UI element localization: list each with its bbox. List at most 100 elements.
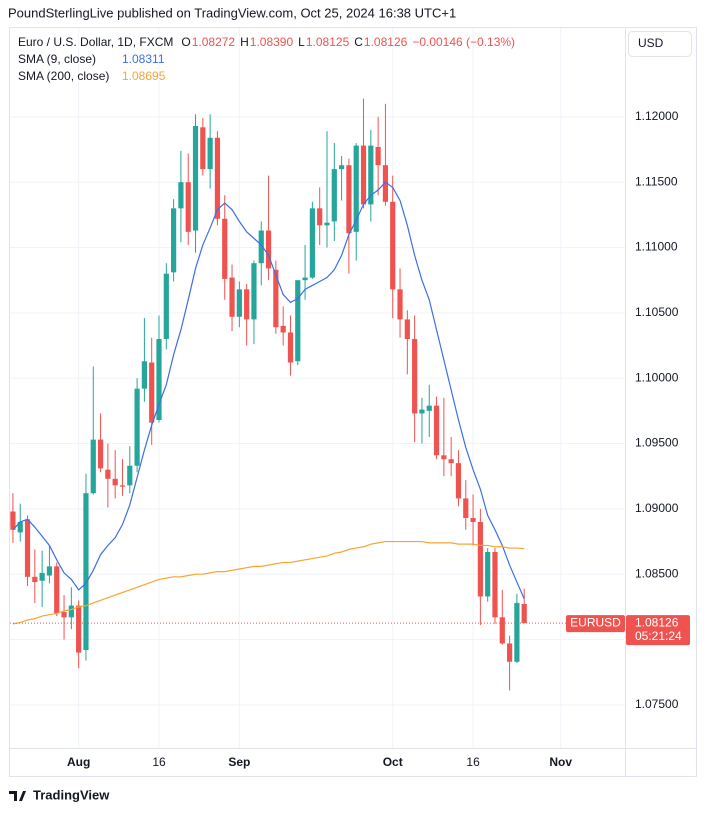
ohlc-key: O xyxy=(181,35,190,49)
candle-body xyxy=(265,230,272,269)
y-tick-label: 1.10500 xyxy=(635,305,679,319)
y-tick-label: 1.08500 xyxy=(635,566,679,580)
candle-body xyxy=(39,572,45,581)
candle-body xyxy=(171,208,177,273)
candle-body xyxy=(68,605,74,618)
candle-body xyxy=(200,127,206,170)
candle-body xyxy=(119,485,126,487)
candle-body xyxy=(448,459,454,464)
x-tick-label: Nov xyxy=(549,755,572,769)
x-tick-label: 16 xyxy=(152,755,166,769)
candle-body xyxy=(419,409,425,414)
candle-body xyxy=(317,208,323,226)
ohlc-value: 1.08390 xyxy=(250,35,294,49)
candle-body xyxy=(390,201,396,290)
candle-body xyxy=(280,325,286,333)
ohlc-key: H xyxy=(240,35,249,49)
candle-body xyxy=(192,126,199,231)
candle-body xyxy=(141,361,147,389)
candle-body xyxy=(127,465,133,486)
candle-body xyxy=(61,612,67,618)
candle-body xyxy=(258,230,264,264)
candle-body xyxy=(244,289,250,320)
candle-body xyxy=(404,319,410,339)
publisher: PoundSterlingLive published on TradingVi… xyxy=(8,5,456,20)
price-tag-label: 1.08126 xyxy=(635,616,679,630)
candle-body xyxy=(441,455,447,460)
candle-body xyxy=(17,521,23,533)
ticker-tag xyxy=(566,615,625,633)
x-tick-label: Sep xyxy=(228,755,250,769)
candle-body xyxy=(236,289,242,317)
y-tick-label: 1.11500 xyxy=(635,174,678,188)
candle-body xyxy=(506,643,513,662)
x-tick-label: 16 xyxy=(466,755,480,769)
candle-body xyxy=(485,551,491,597)
candle-body xyxy=(295,280,301,362)
candle-body xyxy=(368,145,374,205)
sma-line xyxy=(12,540,525,625)
candle-body xyxy=(273,269,279,328)
candle-body xyxy=(412,338,418,414)
y-tick-label: 1.09500 xyxy=(635,436,679,450)
candle-body xyxy=(54,566,60,614)
x-tick-label: Oct xyxy=(383,755,403,769)
ohlc-key: L xyxy=(298,35,305,49)
legend-value: 1.08311 xyxy=(122,52,165,66)
candle-body xyxy=(477,521,483,597)
candle-body xyxy=(360,145,367,205)
legend-entry: SMA (9, close) xyxy=(18,52,96,66)
brand: TradingView xyxy=(33,787,110,802)
candle-body xyxy=(324,222,330,226)
candle-body xyxy=(346,165,352,234)
candle-body xyxy=(455,463,462,499)
candle-body xyxy=(382,165,389,202)
x-tick-label: Aug xyxy=(67,755,90,769)
footer-logo: TradingView xyxy=(9,787,110,802)
candle-body xyxy=(46,566,53,576)
candle-body xyxy=(134,388,140,466)
legend-entry: SMA (200, close) xyxy=(18,69,109,83)
currency[interactable]: USD xyxy=(638,36,664,50)
chart-frame xyxy=(9,27,697,777)
candle-body xyxy=(499,617,505,644)
legend-value: 1.08695 xyxy=(122,69,166,83)
y-tick-label: 1.09000 xyxy=(635,501,679,515)
logo-icon xyxy=(9,791,26,801)
candle-body xyxy=(97,439,104,469)
candle-body xyxy=(149,362,155,423)
candle-body xyxy=(521,604,527,624)
candle-body xyxy=(83,493,89,650)
candle-body xyxy=(24,519,31,577)
candle-body xyxy=(302,277,308,281)
currency-button[interactable] xyxy=(628,31,692,57)
candle-body xyxy=(251,263,257,320)
sma-line xyxy=(12,181,525,600)
y-tick-label: 1.12000 xyxy=(635,109,679,123)
candle-body xyxy=(207,137,213,170)
candle-body xyxy=(185,182,191,232)
ohlc-value: 1.08125 xyxy=(306,35,350,49)
candle-body xyxy=(76,605,82,653)
candle-body xyxy=(339,165,345,170)
candle-body xyxy=(426,405,432,411)
candle-body xyxy=(397,289,403,320)
candle-body xyxy=(375,146,381,166)
y-tick-label: 1.10000 xyxy=(635,370,679,384)
grid xyxy=(10,28,625,748)
candle-body xyxy=(353,145,359,232)
candle-body xyxy=(463,498,469,519)
candle-body xyxy=(222,218,228,279)
candle-body xyxy=(492,551,498,618)
price-tag xyxy=(626,615,690,646)
price-change: −0.00146 (−0.13%) xyxy=(412,35,515,49)
y-tick-label: 1.11000 xyxy=(635,240,678,254)
candle-body xyxy=(163,273,169,339)
candle-body xyxy=(105,469,111,479)
candle-body xyxy=(229,277,235,317)
ohlc-value: 1.08126 xyxy=(364,35,408,49)
candle-body xyxy=(309,208,315,278)
symbol: Euro / U.S. Dollar, 1D, FXCM xyxy=(18,35,173,49)
